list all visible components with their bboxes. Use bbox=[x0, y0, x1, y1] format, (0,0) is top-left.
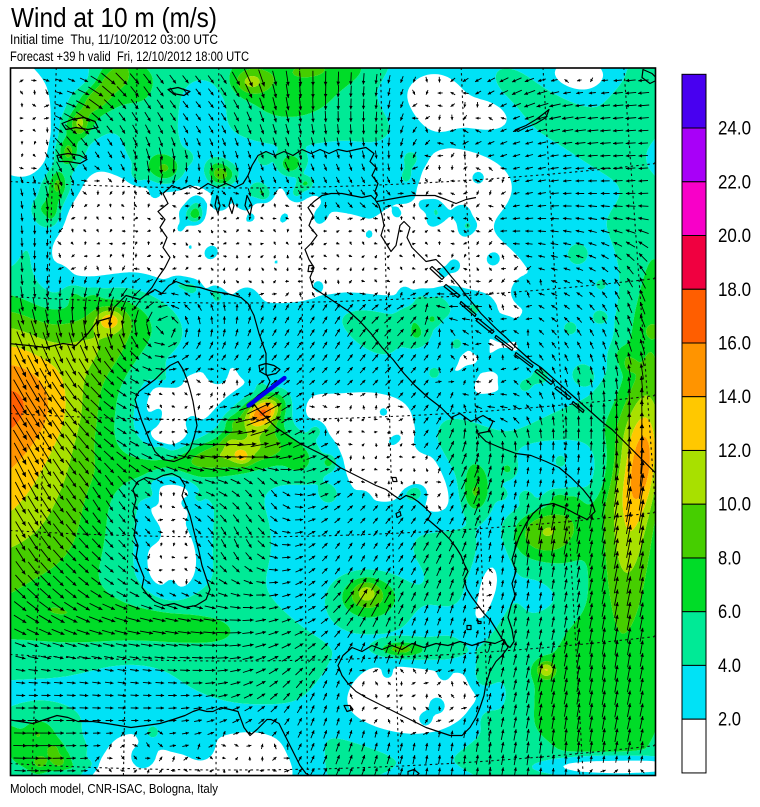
svg-text:8.0: 8.0 bbox=[718, 549, 741, 570]
svg-text:22.0: 22.0 bbox=[718, 172, 751, 193]
svg-text:Moloch model, CNR-ISAC, Bologn: Moloch model, CNR-ISAC, Bologna, Italy bbox=[10, 781, 218, 796]
svg-text:Wind at 10 m (m/s): Wind at 10 m (m/s) bbox=[11, 2, 217, 33]
svg-text:Initial time Thu, 11/10/2012: Initial time Thu, 11/10/2012 03:00 UTC bbox=[10, 32, 218, 47]
svg-text:18.0: 18.0 bbox=[718, 280, 751, 301]
svg-text:Forecast +39 h valid Fri, 12/: Forecast +39 h valid Fri, 12/10/2012 18:… bbox=[10, 49, 249, 64]
svg-text:14.0: 14.0 bbox=[718, 387, 751, 408]
svg-text:20.0: 20.0 bbox=[718, 226, 751, 247]
svg-text:6.0: 6.0 bbox=[718, 602, 741, 623]
svg-text:2.0: 2.0 bbox=[718, 710, 741, 731]
svg-text:10.0: 10.0 bbox=[718, 495, 751, 516]
svg-text:12.0: 12.0 bbox=[718, 441, 751, 462]
svg-text:24.0: 24.0 bbox=[718, 119, 751, 140]
svg-text:4.0: 4.0 bbox=[718, 656, 741, 677]
svg-text:16.0: 16.0 bbox=[718, 334, 751, 355]
